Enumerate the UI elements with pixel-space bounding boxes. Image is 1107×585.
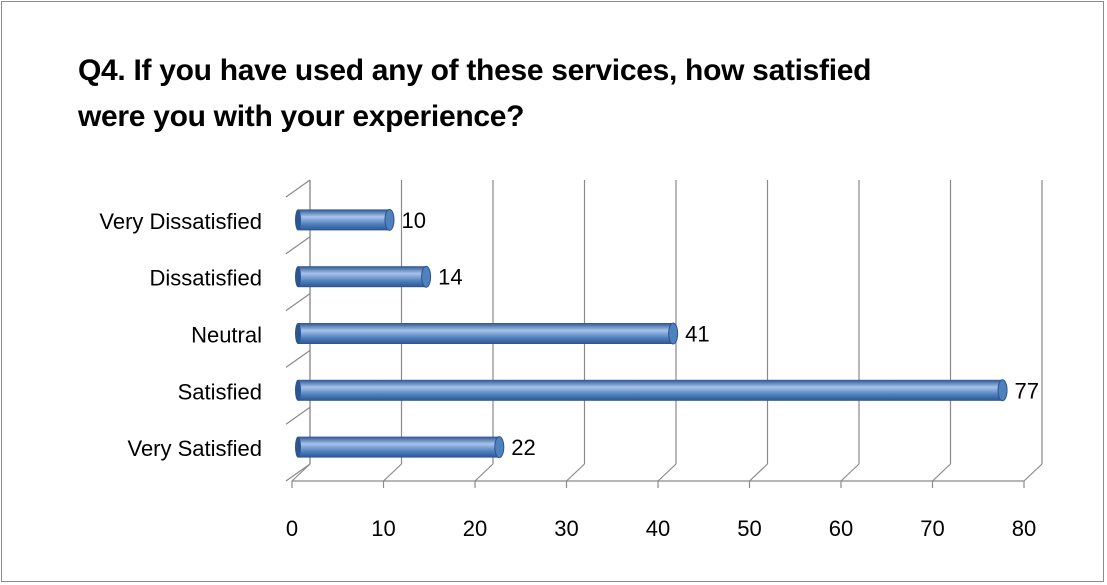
- bar-end-cap: [668, 322, 679, 345]
- x-tick-label-0: 0: [286, 516, 298, 541]
- bar-end-cap: [421, 265, 432, 288]
- floor-line-10: [383, 463, 402, 482]
- x-tick-label-10: 10: [371, 516, 395, 541]
- data-label-4: 22: [511, 435, 535, 460]
- bar-very-satisfied: [295, 436, 505, 459]
- data-label-0: 10: [402, 208, 426, 233]
- x-tick-label-70: 70: [920, 516, 944, 541]
- category-tick-4: [285, 406, 311, 425]
- category-tick-0: [285, 179, 311, 198]
- data-label-1: 14: [438, 265, 462, 290]
- x-tick-label-80: 80: [1012, 516, 1036, 541]
- x-tick-label-50: 50: [737, 516, 761, 541]
- bar-layer: [295, 208, 1008, 459]
- floor-line-40: [657, 463, 677, 482]
- bar-body: [298, 323, 674, 344]
- bar-start-cap: [295, 436, 301, 458]
- bar-start-cap: [295, 266, 301, 288]
- floor-line-60: [840, 463, 860, 482]
- category-tick-2: [285, 293, 311, 312]
- data-label-3: 77: [1015, 378, 1039, 403]
- category-label-2: Neutral: [191, 323, 262, 348]
- x-tick-label-20: 20: [463, 516, 487, 541]
- bar-very-dissatisfied: [295, 208, 395, 231]
- label-layer: 0 10 20 30 40 50 60 70 80 10 Very Dissatisfied 14 Di…: [99, 208, 1039, 541]
- floor-line-70: [932, 463, 951, 482]
- bar-neutral: [295, 322, 679, 345]
- floor-line-80: [1023, 463, 1043, 482]
- bar-start-cap: [295, 379, 301, 401]
- bar-end-cap: [997, 379, 1008, 402]
- category-label-1: Dissatisfied: [150, 266, 262, 291]
- category-tick-5: [285, 463, 311, 482]
- x-tick-label-60: 60: [829, 516, 853, 541]
- category-label-3: Satisfied: [178, 379, 262, 404]
- floor-line-30: [566, 463, 585, 482]
- bar-start-cap: [295, 323, 301, 344]
- category-tick-1: [285, 236, 311, 255]
- category-label-4: Very Satisfied: [127, 436, 262, 461]
- bar-body: [298, 436, 500, 458]
- category-label-0: Very Dissatisfied: [99, 209, 262, 234]
- bar-start-cap: [295, 209, 301, 231]
- x-tick-label-40: 40: [646, 516, 670, 541]
- bar-dissatisfied: [295, 265, 432, 288]
- bar-body: [298, 379, 1003, 401]
- bar-end-cap: [494, 436, 505, 459]
- data-label-2: 41: [685, 322, 709, 347]
- floor-line-20: [474, 463, 494, 482]
- chart-title-line-1: Q4. If you have used any of these servic…: [78, 54, 872, 87]
- category-tick-3: [285, 349, 311, 368]
- x-tick-label-30: 30: [554, 516, 578, 541]
- bar-body: [298, 266, 427, 288]
- bar-end-cap: [384, 208, 395, 231]
- bar-satisfied: [295, 379, 1008, 402]
- chart-title: Q4. If you have used any of these servic…: [78, 48, 978, 140]
- bar-body: [298, 209, 390, 231]
- chart-title-line-2: were you with your experience?: [78, 100, 525, 133]
- floor-line-50: [749, 463, 768, 482]
